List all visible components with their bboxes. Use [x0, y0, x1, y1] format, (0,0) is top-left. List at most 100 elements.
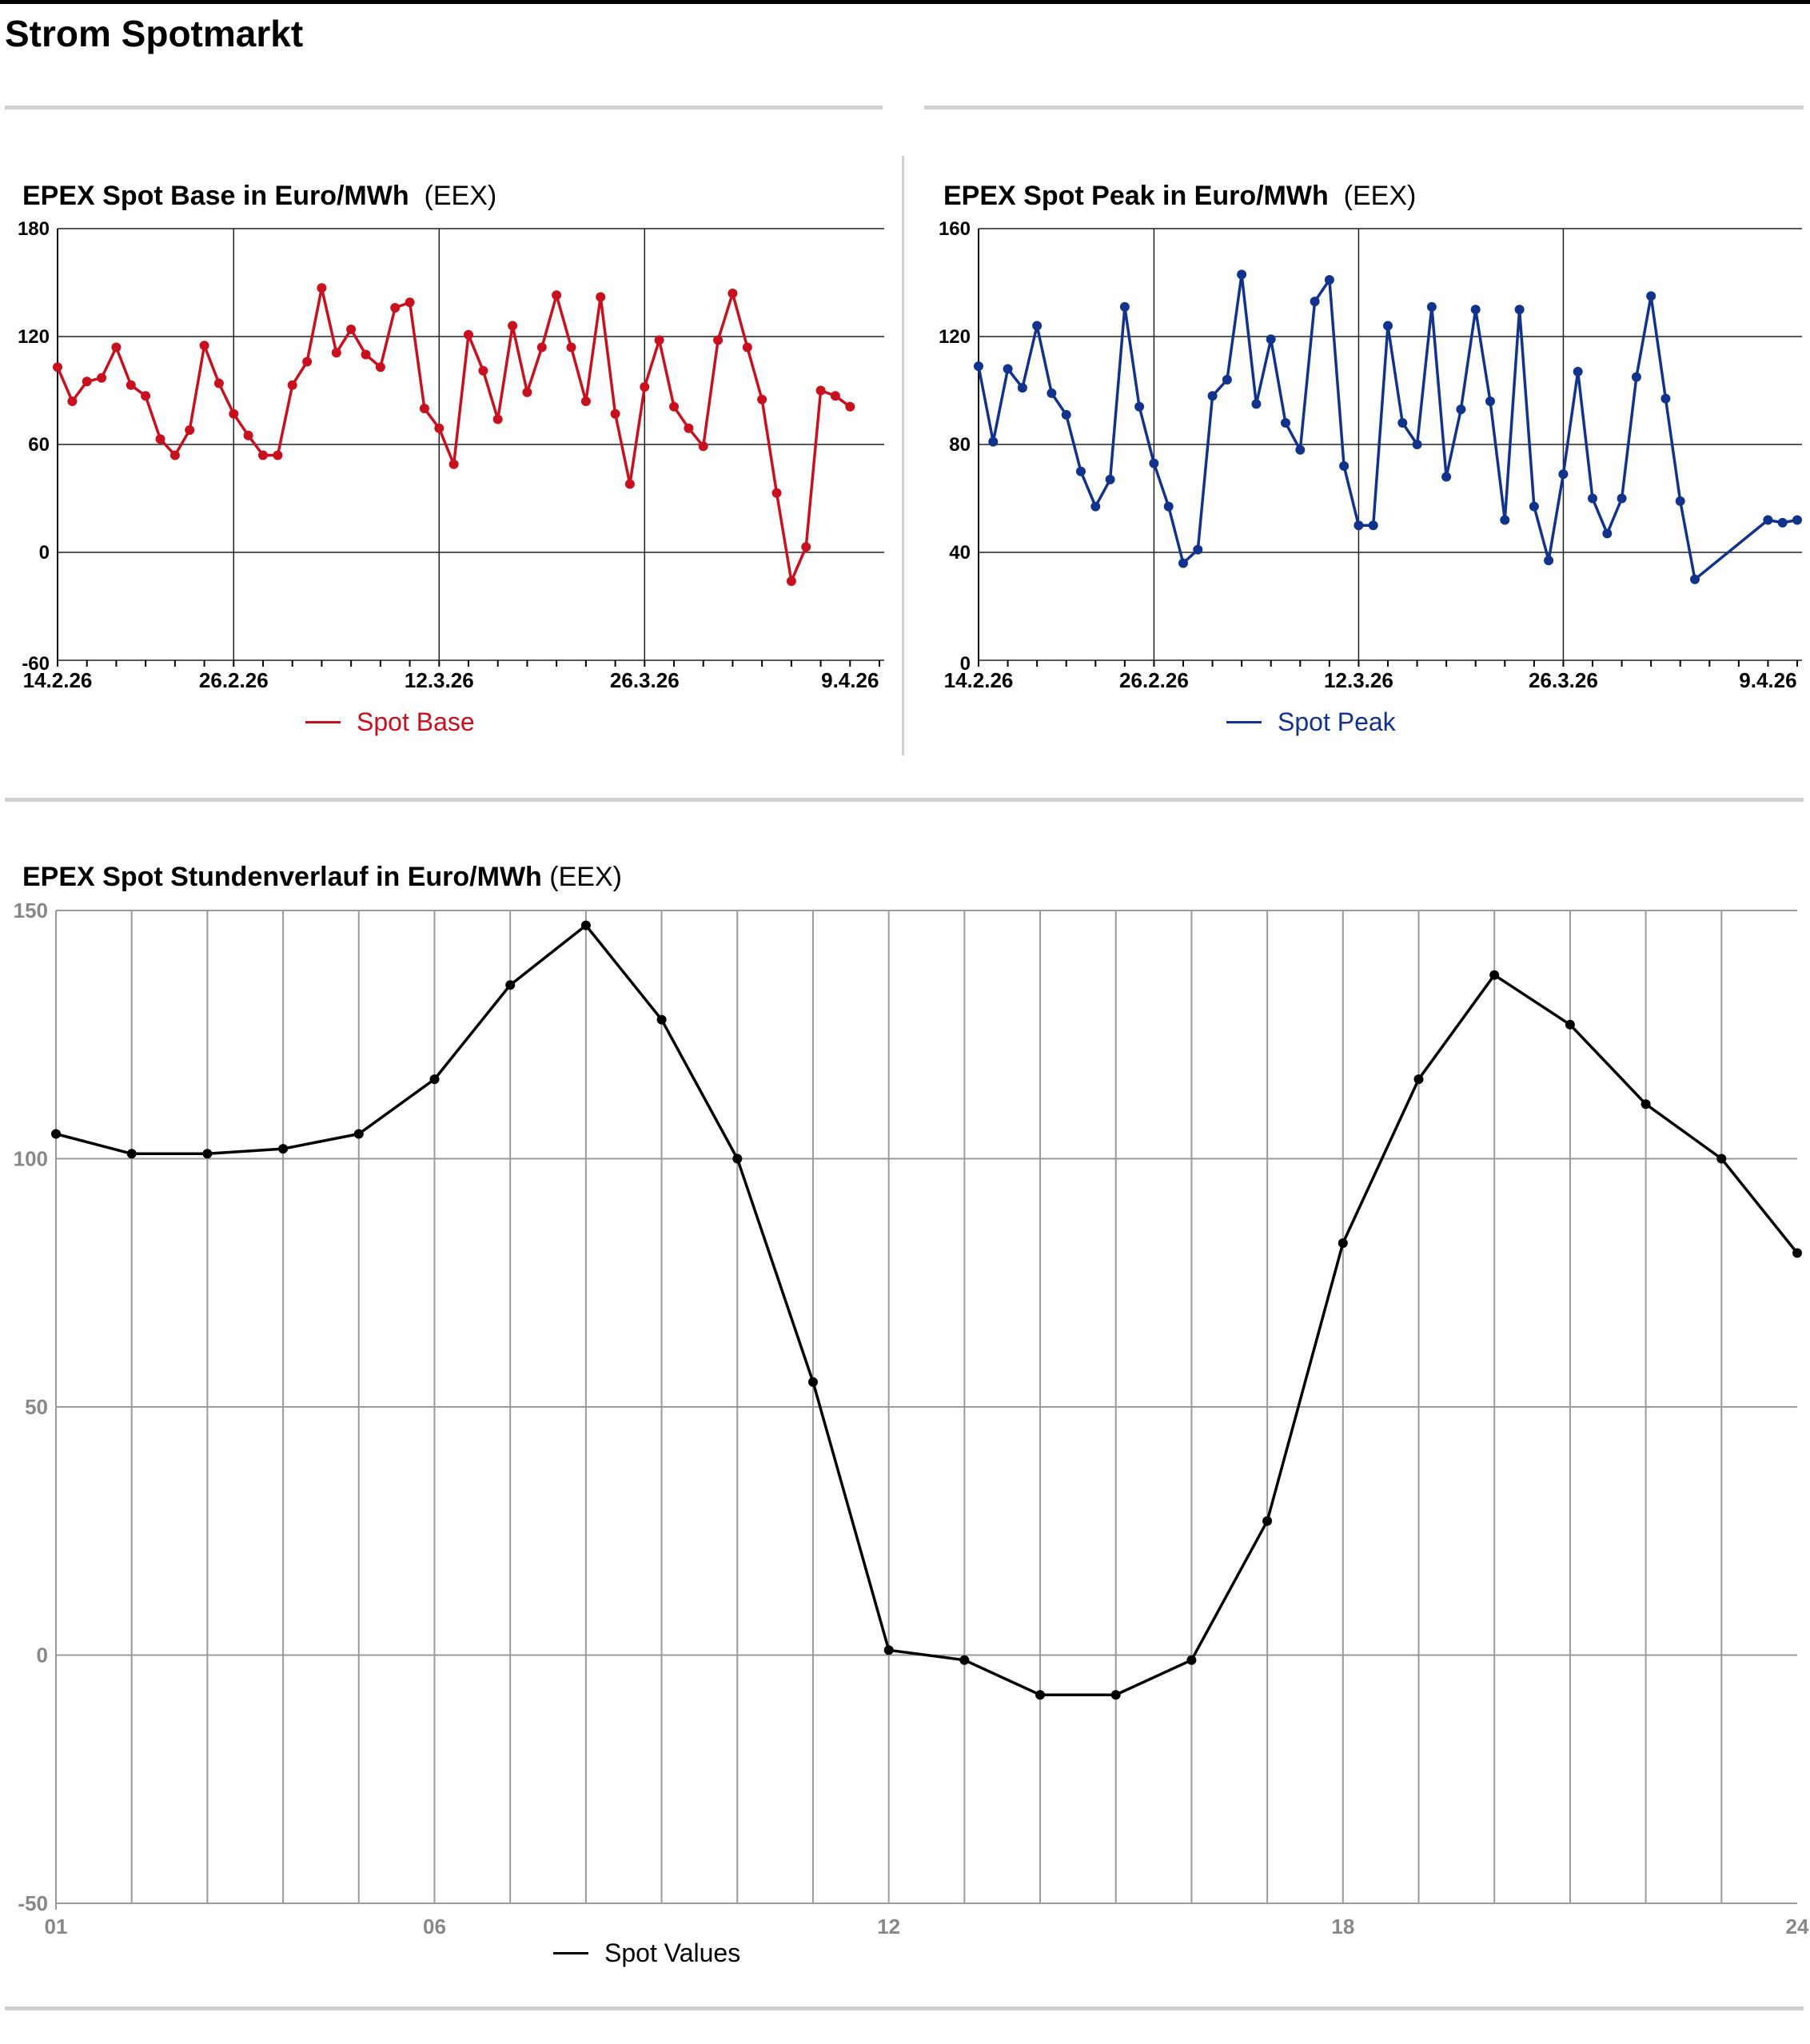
peak-data-point: [1514, 305, 1525, 315]
peak-data-point: [1076, 466, 1086, 476]
base-data-point: [199, 341, 209, 351]
peak-data-point: [1602, 528, 1613, 539]
peak-data-point: [1354, 520, 1364, 531]
hourly-xtick-label: 24: [1786, 1915, 1809, 1938]
peak-data-point: [1003, 364, 1013, 374]
base-data-point: [302, 357, 313, 367]
hourly-xtick-label: 06: [423, 1915, 446, 1938]
base-data-point: [757, 394, 767, 404]
base-data-point: [361, 349, 371, 360]
base-xtick-label: 14.2.26: [23, 668, 93, 692]
peak-data-point: [1251, 399, 1262, 409]
base-data-point: [273, 450, 283, 460]
base-ytick-label: 120: [18, 326, 50, 348]
peak-data-point: [1588, 493, 1597, 504]
base-data-point: [522, 387, 532, 397]
base-data-point: [830, 391, 840, 401]
base-data-point: [845, 401, 855, 412]
hourly-data-point: [1262, 1516, 1273, 1526]
peak-data-point: [1163, 501, 1174, 512]
peak-legend-label: Spot Peak: [1278, 707, 1396, 736]
base-xtick-label: 12.3.26: [405, 668, 474, 692]
peak-data-point: [1383, 321, 1393, 331]
page-title: Strom Spotmarkt: [5, 13, 304, 54]
peak-data-point: [1193, 544, 1203, 555]
hourly-data-point: [1186, 1655, 1197, 1665]
peak-data-point: [1675, 496, 1685, 506]
base-data-point: [786, 576, 796, 586]
base-data-point: [492, 414, 503, 424]
hourly-ytick-label: 50: [25, 1395, 48, 1419]
hourly-data-point: [959, 1655, 970, 1665]
base-chart-title: EPEX Spot Base in Euro/MWh (EEX): [22, 181, 497, 211]
base-data-point: [596, 292, 606, 302]
hourly-data-point: [1792, 1248, 1802, 1258]
hourly-data-point: [808, 1377, 818, 1387]
base-data-point: [229, 408, 239, 419]
base-data-point: [552, 290, 562, 301]
peak-data-point: [1470, 305, 1481, 315]
hourly-data-point: [1413, 1074, 1424, 1085]
hourly-ytick-label: 100: [14, 1147, 48, 1171]
hourly-xtick-label: 01: [45, 1915, 68, 1938]
hourly-chart-source: (EEX): [549, 862, 622, 892]
base-data-point: [243, 430, 253, 440]
peak-ytick-label: 40: [949, 542, 971, 564]
base-data-point: [478, 365, 488, 376]
base-data-point: [713, 335, 724, 345]
base-legend-label: Spot Base: [357, 707, 475, 736]
hourly-data-point: [278, 1144, 289, 1154]
base-data-point: [53, 362, 62, 373]
peak-xtick-label: 26.3.26: [1529, 668, 1598, 692]
peak-data-point: [1573, 366, 1583, 377]
peak-data-point: [1266, 334, 1276, 345]
base-data-point: [669, 401, 679, 412]
base-data-point: [536, 342, 547, 353]
base-ytick-label: 0: [39, 542, 50, 564]
peak-data-point: [1500, 515, 1510, 525]
base-xtick-label: 26.3.26: [610, 668, 680, 692]
base-data-point: [185, 425, 195, 435]
peak-data-point: [1690, 574, 1700, 584]
base-legend: Spot Base: [305, 707, 475, 737]
peak-data-point: [1119, 301, 1130, 312]
peak-data-point: [988, 436, 999, 447]
peak-data-point: [1485, 396, 1495, 406]
peak-data-point: [1777, 517, 1788, 528]
hourly-data-point: [505, 980, 516, 990]
base-data-point: [375, 362, 385, 373]
peak-data-point: [1017, 383, 1027, 393]
hourly-data-point: [353, 1129, 364, 1139]
base-ytick-label: -60: [22, 653, 50, 675]
base-data-point: [111, 342, 122, 353]
divider-middle: [5, 798, 1804, 802]
base-data-point: [287, 380, 297, 390]
hourly-data-point: [1565, 1019, 1575, 1030]
peak-data-point: [1763, 515, 1773, 525]
base-chart-source: (EEX): [424, 181, 497, 211]
base-data-point: [654, 335, 664, 345]
divider-top-right: [924, 106, 1804, 110]
peak-data-point: [1178, 558, 1188, 568]
peak-data-point: [1237, 269, 1247, 280]
hourly-data-point: [1489, 970, 1500, 980]
peak-data-point: [1310, 297, 1320, 307]
peak-data-point: [1281, 418, 1290, 428]
base-data-point: [169, 450, 180, 460]
base-data-point: [728, 289, 738, 298]
peak-data-point: [1631, 372, 1641, 382]
peak-data-point: [1397, 418, 1408, 428]
peak-data-point: [1792, 515, 1802, 525]
peak-data-point: [1660, 393, 1671, 404]
peak-xtick-label: 14.2.26: [944, 668, 1014, 692]
peak-data-point: [1324, 275, 1334, 285]
divider-vertical: [902, 156, 904, 755]
peak-data-point: [1558, 469, 1569, 480]
base-data-point: [742, 342, 752, 353]
peak-data-point: [1544, 556, 1554, 566]
top-bar: [0, 0, 1810, 4]
base-data-point: [67, 396, 78, 406]
base-data-point: [213, 378, 224, 388]
